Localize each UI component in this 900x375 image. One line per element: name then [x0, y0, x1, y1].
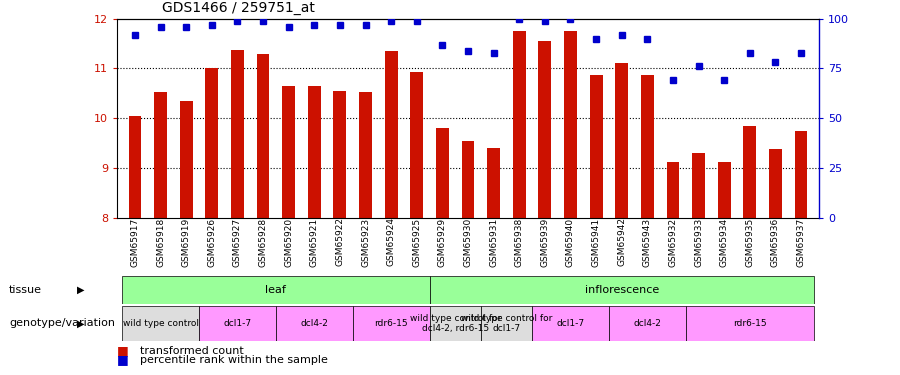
Bar	[513, 31, 526, 217]
Text: GSM65922: GSM65922	[336, 217, 345, 267]
Bar	[122, 276, 429, 304]
Bar	[667, 162, 680, 218]
Text: GSM65926: GSM65926	[207, 217, 216, 267]
Text: rdr6-15: rdr6-15	[733, 319, 767, 328]
Bar	[641, 75, 653, 217]
Bar	[384, 51, 398, 217]
Text: GSM65936: GSM65936	[771, 217, 780, 267]
Text: GSM65934: GSM65934	[720, 217, 729, 267]
Text: rdr6-15: rdr6-15	[374, 319, 408, 328]
Bar	[353, 306, 429, 341]
Bar	[205, 68, 218, 218]
Bar	[129, 116, 141, 218]
Text: GSM65939: GSM65939	[540, 217, 549, 267]
Bar	[334, 91, 346, 218]
Text: GSM65928: GSM65928	[258, 217, 267, 267]
Bar	[616, 63, 628, 217]
Text: GDS1466 / 259751_at: GDS1466 / 259751_at	[162, 1, 315, 15]
Text: ■: ■	[117, 344, 129, 357]
Bar	[743, 126, 756, 218]
Bar	[122, 306, 199, 341]
Text: GSM65924: GSM65924	[387, 217, 396, 267]
Text: leaf: leaf	[266, 285, 286, 295]
Text: GSM65938: GSM65938	[515, 217, 524, 267]
Bar	[429, 306, 481, 341]
Text: GSM65942: GSM65942	[617, 217, 626, 267]
Text: GSM65935: GSM65935	[745, 217, 754, 267]
Bar	[487, 148, 500, 217]
Text: wild type control for
dcl4-2, rdr6-15: wild type control for dcl4-2, rdr6-15	[410, 314, 501, 333]
Text: transformed count: transformed count	[140, 346, 243, 355]
Text: GSM65917: GSM65917	[130, 217, 140, 267]
Text: GSM65937: GSM65937	[796, 217, 806, 267]
Text: GSM65920: GSM65920	[284, 217, 293, 267]
Text: tissue: tissue	[9, 285, 42, 295]
Text: GSM65940: GSM65940	[566, 217, 575, 267]
Text: GSM65925: GSM65925	[412, 217, 421, 267]
Bar	[231, 50, 244, 217]
Bar	[462, 141, 474, 218]
Bar	[283, 86, 295, 218]
Text: ▶: ▶	[76, 285, 84, 295]
Bar	[308, 86, 320, 218]
Text: ■: ■	[117, 354, 129, 366]
Text: GSM65943: GSM65943	[643, 217, 652, 267]
Text: GSM65930: GSM65930	[464, 217, 472, 267]
Text: wild type control: wild type control	[122, 319, 199, 328]
Bar	[538, 41, 552, 218]
Text: dcl1-7: dcl1-7	[223, 319, 251, 328]
Text: GSM65918: GSM65918	[156, 217, 165, 267]
Bar	[795, 130, 807, 218]
Text: ▶: ▶	[76, 318, 84, 328]
Text: inflorescence: inflorescence	[585, 285, 659, 295]
Text: GSM65923: GSM65923	[361, 217, 370, 267]
Text: dcl4-2: dcl4-2	[301, 319, 328, 328]
Bar	[718, 162, 731, 218]
Text: genotype/variation: genotype/variation	[9, 318, 115, 328]
Bar	[199, 306, 275, 341]
Bar	[692, 153, 705, 218]
Bar	[590, 75, 602, 217]
Bar	[180, 101, 193, 217]
Text: GSM65941: GSM65941	[591, 217, 600, 267]
Bar	[481, 306, 532, 341]
Text: GSM65921: GSM65921	[310, 217, 319, 267]
Text: GSM65932: GSM65932	[669, 217, 678, 267]
Text: dcl1-7: dcl1-7	[556, 319, 584, 328]
Text: GSM65929: GSM65929	[438, 217, 447, 267]
Bar	[686, 306, 814, 341]
Bar	[769, 149, 782, 217]
Bar	[564, 31, 577, 217]
Bar	[275, 306, 353, 341]
Bar	[359, 92, 372, 218]
Bar	[410, 72, 423, 217]
Bar	[256, 54, 269, 217]
Text: GSM65927: GSM65927	[233, 217, 242, 267]
Bar	[532, 306, 609, 341]
Text: GSM65931: GSM65931	[489, 217, 498, 267]
Bar	[436, 128, 449, 218]
Bar	[154, 92, 167, 218]
Text: dcl4-2: dcl4-2	[634, 319, 661, 328]
Bar	[429, 276, 814, 304]
Text: wild type control for
dcl1-7: wild type control for dcl1-7	[461, 314, 552, 333]
Bar	[609, 306, 686, 341]
Text: percentile rank within the sample: percentile rank within the sample	[140, 355, 328, 365]
Text: GSM65933: GSM65933	[694, 217, 703, 267]
Text: GSM65919: GSM65919	[182, 217, 191, 267]
